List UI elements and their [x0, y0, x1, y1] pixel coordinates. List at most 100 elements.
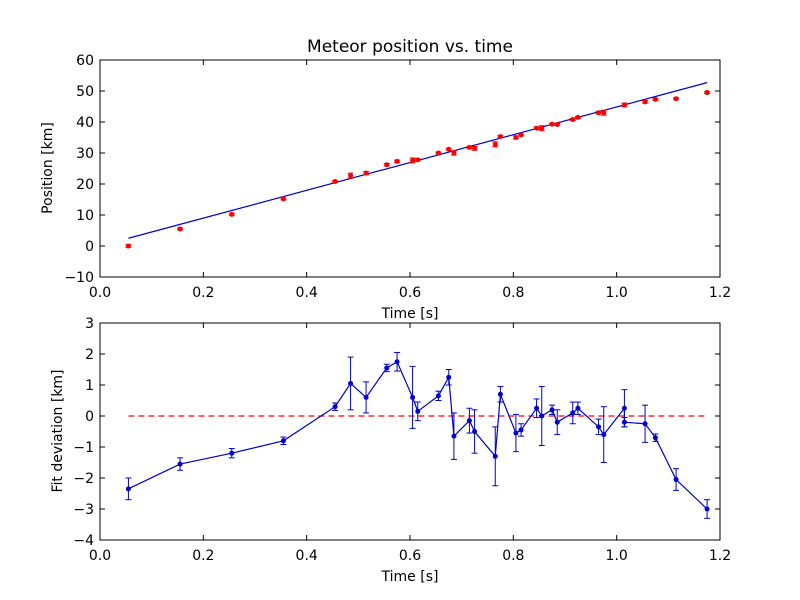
y-tick-label: −10 [64, 270, 94, 286]
data-point [642, 99, 648, 105]
y-tick-label: 10 [76, 208, 94, 224]
data-point [549, 121, 555, 127]
data-point [575, 114, 581, 120]
data-point [446, 146, 452, 152]
data-point [394, 158, 400, 164]
y-tick-label: 3 [85, 316, 94, 332]
data-point [570, 410, 576, 416]
data-point [575, 405, 581, 411]
x-tick-label: 1.0 [606, 285, 628, 301]
plot-frame [99, 59, 721, 278]
x-tick-label: 1.0 [606, 548, 628, 564]
data-point [492, 141, 498, 147]
data-point [410, 157, 416, 163]
x-tick-label: 0.6 [399, 548, 421, 564]
data-point [492, 453, 498, 459]
data-point [332, 179, 338, 185]
data-point [394, 359, 400, 365]
data-point [621, 405, 627, 411]
data-point [570, 117, 576, 123]
data-point [415, 408, 421, 414]
data-point [513, 135, 519, 140]
data-point [642, 421, 648, 427]
data-point [534, 405, 540, 411]
data-point [410, 394, 416, 400]
y-tick-label: 2 [85, 347, 94, 363]
data-point [446, 374, 452, 380]
data-point [554, 419, 560, 425]
data-point [332, 404, 338, 410]
data-point [177, 461, 183, 467]
data-point [652, 435, 658, 441]
x-tick-label: 0.8 [502, 285, 524, 301]
data-point [596, 110, 602, 116]
data-point [466, 418, 472, 424]
data-point [348, 173, 354, 179]
y-tick-label: 30 [76, 146, 94, 162]
series-line [128, 360, 708, 510]
data-point [472, 429, 478, 434]
y-tick-label: 40 [76, 115, 94, 131]
x-tick-label: 0.2 [192, 285, 214, 301]
data-point [280, 438, 286, 444]
data-point [596, 424, 602, 430]
x-tick-label: 0.8 [502, 548, 524, 564]
data-point [534, 125, 540, 131]
x-axis-label: Time [s] [381, 569, 439, 585]
data-point [513, 430, 519, 436]
x-tick-label: 0.4 [296, 285, 318, 301]
data-point [384, 365, 390, 371]
y-tick-label: −1 [73, 440, 94, 456]
data-point [472, 145, 478, 151]
data-point [518, 132, 524, 138]
data-point [539, 413, 545, 419]
data-point [466, 144, 472, 150]
data-point [704, 90, 710, 96]
y-axis-label: Position [km] [40, 122, 56, 214]
data-point [363, 170, 369, 176]
x-tick-label: 0.6 [399, 285, 421, 301]
data-point [451, 433, 457, 439]
y-tick-label: 1 [85, 378, 94, 394]
data-point [280, 196, 286, 202]
y-tick-label: 60 [76, 53, 94, 69]
data-point [177, 226, 183, 232]
x-tick-label: 1.2 [709, 548, 731, 564]
y-tick-label: 0 [85, 239, 94, 255]
deviation-chart: Time [s] Fit deviation [km] 0.0 0.2 0.4 0.6… [50, 316, 731, 585]
x-tick-label: 0.2 [192, 548, 214, 564]
x-tick-label: 1.2 [709, 285, 731, 301]
y-tick-label: −4 [73, 533, 94, 549]
data-point [451, 150, 457, 156]
chart-title: Meteor position vs. time [307, 37, 513, 57]
data-point [435, 393, 441, 399]
y-tick-label: −3 [73, 502, 94, 518]
data-point [621, 419, 627, 425]
y-tick-label: −2 [73, 471, 94, 487]
data-point [497, 391, 503, 397]
data-point [549, 407, 555, 413]
data-point [125, 243, 131, 249]
position-chart: Meteor position vs. time Time [s] Positi… [40, 37, 731, 322]
data-point [673, 477, 679, 483]
x-tick-label: 0.0 [89, 285, 111, 301]
y-tick-label: 20 [76, 177, 94, 193]
plot-frame [99, 322, 721, 541]
data-point [384, 162, 390, 168]
data-point [363, 394, 369, 400]
data-point [621, 102, 627, 108]
y-tick-label: 50 [76, 84, 94, 100]
data-point [601, 110, 607, 116]
data-point [435, 150, 441, 156]
data-point [601, 432, 607, 438]
data-point [539, 125, 545, 131]
y-axis-label: Fit deviation [km] [50, 369, 66, 492]
data-point [518, 427, 524, 433]
data-point [125, 486, 131, 492]
data-point [229, 450, 235, 456]
data-point [554, 121, 560, 127]
x-axis-label: Time [s] [381, 306, 439, 322]
x-tick-label: 0.4 [296, 548, 318, 564]
data-point [415, 157, 421, 163]
